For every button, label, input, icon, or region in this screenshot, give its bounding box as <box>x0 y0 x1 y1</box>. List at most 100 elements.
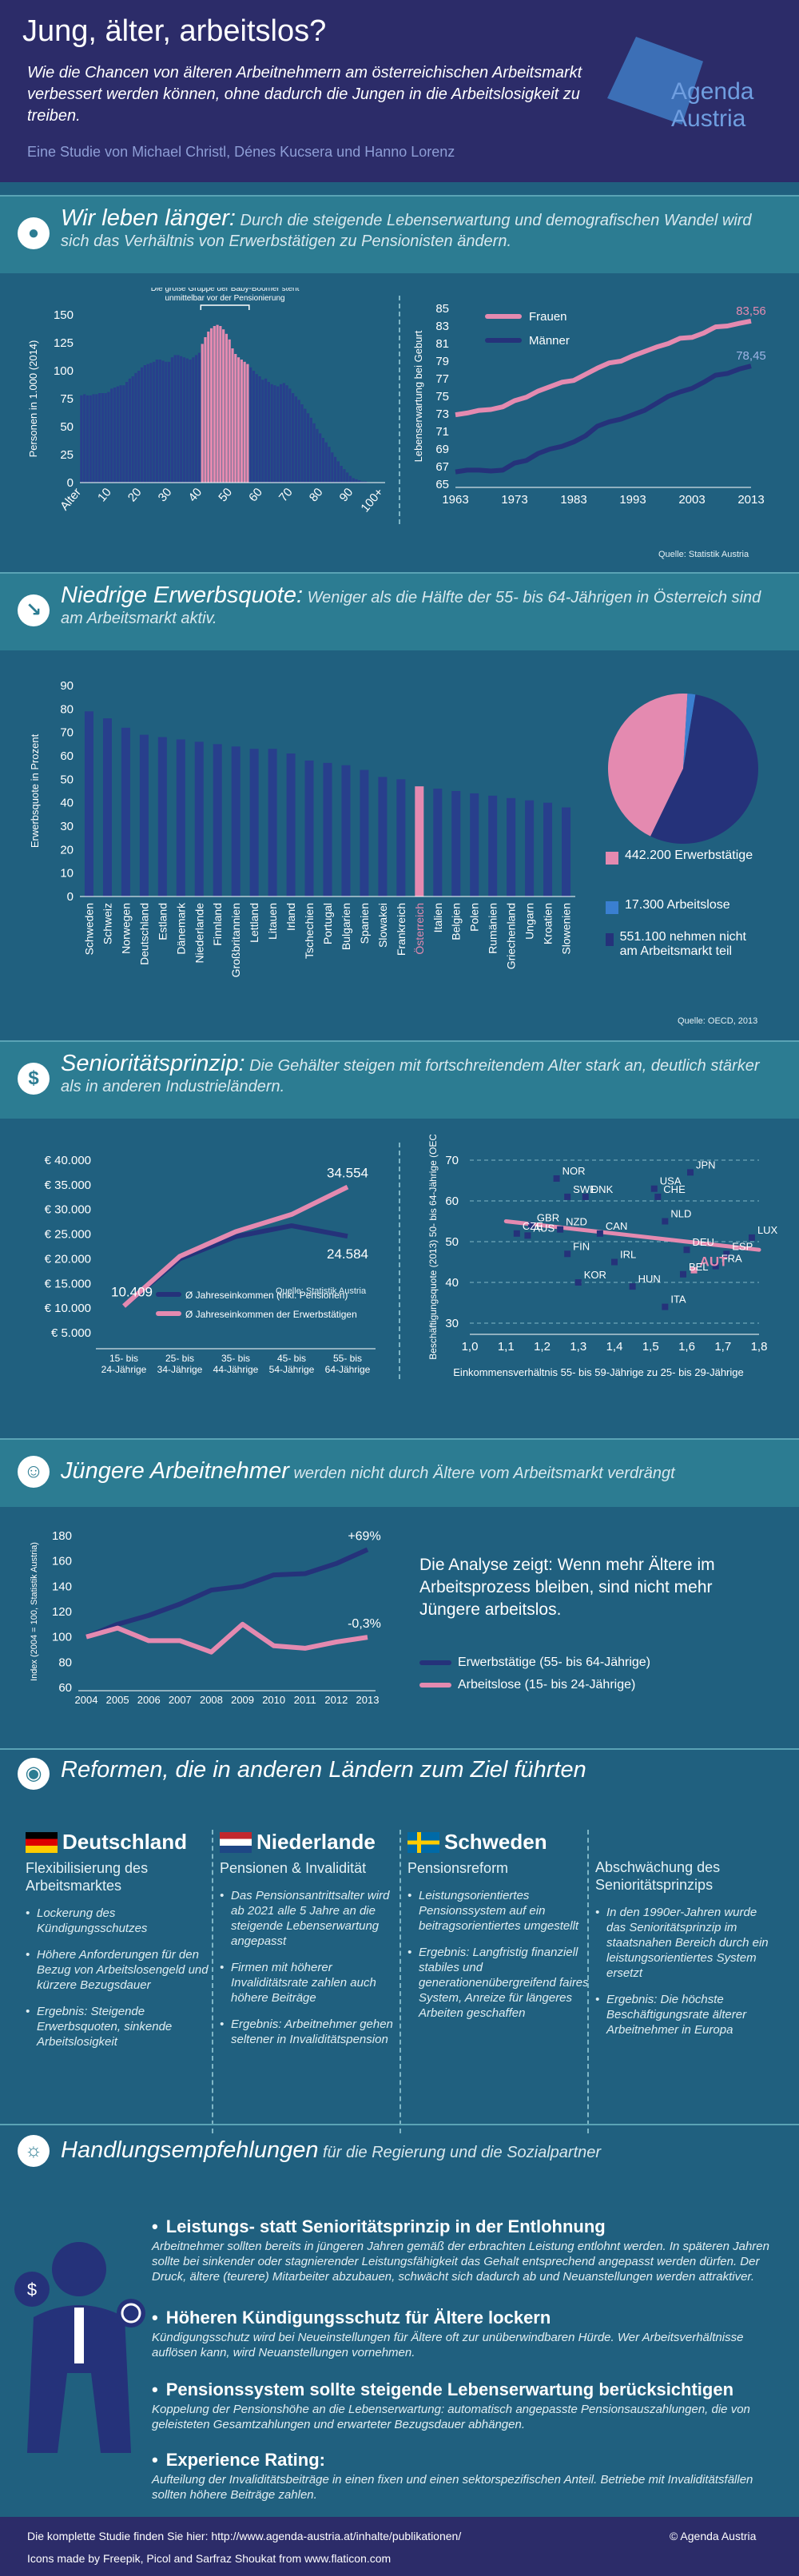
y-tick-label: 80 <box>58 1656 72 1669</box>
age-bar <box>346 472 349 483</box>
section-2-title: Niedrige Erwerbsquote: <box>61 582 304 608</box>
age-bar <box>140 367 144 483</box>
trend-line <box>503 1219 761 1252</box>
scatter-point <box>596 1230 603 1237</box>
age-bar <box>113 388 117 483</box>
x-tick-label: Alter <box>58 486 84 514</box>
y-tick-label: 81 <box>435 337 449 351</box>
line-pink-icon <box>419 1683 451 1688</box>
y-tick-label: € 15.000 <box>45 1277 91 1290</box>
y-tick-label: 70 <box>445 1154 459 1167</box>
value-label: 34.554 <box>327 1166 368 1181</box>
study-link[interactable]: Die komplette Studie finden Sie hier: ht… <box>27 2530 462 2542</box>
age-bar <box>204 337 207 483</box>
scatter-point <box>553 1175 560 1182</box>
x-tick-label: 70 <box>276 486 296 505</box>
reform-item: Ergebnis: Arbeitnehmer gehen seltener in… <box>220 2017 403 2047</box>
y-tick-label: 75 <box>435 390 449 403</box>
x-tick-label: 55- bis 64-Jährige <box>325 1353 371 1375</box>
x-tick-label: Kroatien <box>542 903 555 944</box>
column-divider <box>400 1830 401 2133</box>
y-axis-label: Lebenserwartung bei Geburt <box>412 330 424 462</box>
age-bar <box>261 380 264 483</box>
section-2-text: Weniger als die Hälfte der 55- bis 64-Jä… <box>61 589 761 627</box>
y-axis-label: Personen in 1.000 (2014) <box>27 340 39 458</box>
y-tick-label: 60 <box>60 749 74 763</box>
reform-item: Lockerung des Kündigungsschutzes <box>26 1906 209 1936</box>
age-bar <box>343 469 346 483</box>
country-bar <box>341 765 351 896</box>
y-tick-label: 69 <box>435 443 449 456</box>
age-bar <box>80 395 83 483</box>
money-hand-icon: $ <box>18 1063 50 1095</box>
x-tick-label: 1,8 <box>751 1340 768 1354</box>
age-bar <box>182 357 186 483</box>
country-bar <box>415 786 424 896</box>
y-axis-label: Beschäftigungsquote (2013) 50- bis 64-Jä… <box>427 1135 439 1360</box>
section-6-text: für die Regierung und die Sozialpartner <box>323 2144 602 2161</box>
section-3-text: Die Gehälter steigen mit fortschreitende… <box>61 1057 760 1095</box>
x-tick-label: 2007 <box>169 1694 192 1706</box>
age-bar <box>319 433 322 483</box>
x-tick-label: 2008 <box>200 1694 223 1706</box>
x-tick-label: 2012 <box>324 1694 348 1706</box>
x-tick-label: Portugal <box>321 903 334 944</box>
point-label: IRL <box>620 1249 636 1261</box>
employment-vs-income-scatter: 30 40 50 60 70 1,0 1,1 1,2 1,3 1,4 1,5 1,6 1,7 1,8 Ein… <box>427 1135 778 1378</box>
age-bar <box>267 382 270 483</box>
country-bar <box>470 793 479 896</box>
reform-item: Ergebnis: Langfristig finanziell stabile… <box>407 1945 591 2021</box>
age-bar <box>197 352 201 483</box>
section-band-4: ☺ Jüngere Arbeitnehmer werden nicht durc… <box>0 1438 799 1507</box>
country-bar <box>268 749 277 896</box>
worker-icon: ☺ <box>18 1456 50 1488</box>
scatter-point <box>687 1169 694 1176</box>
age-bar <box>110 388 113 483</box>
age-bar <box>336 461 340 483</box>
recommendation-3: Pensionssystem sollte steigende Lebenser… <box>152 2379 783 2432</box>
chart-down-icon: ↘ <box>18 594 50 626</box>
section-6-title: Handlungsempfehlungen <box>61 2137 319 2163</box>
pie-slice <box>608 694 688 837</box>
scatter-point <box>582 1193 589 1200</box>
x-tick-label: Ungarn <box>523 903 536 940</box>
x-tick-label: 1,6 <box>678 1340 695 1354</box>
point-label: JPN <box>696 1159 716 1171</box>
y-tick-label: 10 <box>60 867 74 881</box>
copyright: © Agenda Austria <box>670 2530 757 2542</box>
x-tick-label: Deutschland <box>137 903 150 965</box>
point-label: BEL <box>689 1261 709 1273</box>
age-bar <box>97 393 101 483</box>
age-bar <box>309 417 312 483</box>
swatch-blue-icon <box>606 901 618 914</box>
recommendation-4: Experience Rating: Aufteilung der Invali… <box>152 2450 783 2502</box>
y-tick-label: 180 <box>52 1529 72 1543</box>
annotation: Die große Gruppe der Baby-Boomer steht un… <box>151 288 300 303</box>
x-tick-label: 1,0 <box>462 1340 479 1354</box>
point-label: CHE <box>663 1183 686 1195</box>
age-bar <box>209 328 213 483</box>
age-bar <box>222 329 225 483</box>
age-bar <box>213 326 216 483</box>
scatter-point <box>564 1193 571 1200</box>
x-tick-label: 1,2 <box>534 1340 551 1354</box>
section-band-1: ● Wir leben länger: Durch die steigende … <box>0 195 799 273</box>
svg-text:$: $ <box>27 2280 37 2300</box>
x-tick-label: 80 <box>307 486 326 505</box>
section-1-charts: 0 25 50 75 100 125 150 Personen in 1.000 (2014)… <box>27 288 766 527</box>
participation-rate-chart: 0 10 20 30 40 50 60 70 80 90 Erwerbsquote in Proze… <box>29 679 575 977</box>
legend-label: Männer <box>529 334 570 348</box>
age-bar <box>119 385 122 483</box>
age-bar <box>149 363 153 483</box>
page-title: Jung, älter, arbeitslos? <box>22 14 327 48</box>
age-bar <box>228 339 231 483</box>
reform-column-sweden-2: Abschwächung des Senioritätsprinzips In … <box>595 1830 779 2049</box>
source-1: Quelle: Statistik Austria <box>658 550 749 559</box>
y-tick-label: 75 <box>60 392 74 406</box>
index-line-1 <box>85 1621 368 1655</box>
age-bar <box>137 371 141 483</box>
age-bar <box>300 404 304 483</box>
point-label: KOR <box>584 1269 606 1281</box>
age-bar <box>279 384 283 483</box>
germany-flag-icon <box>26 1831 58 1853</box>
